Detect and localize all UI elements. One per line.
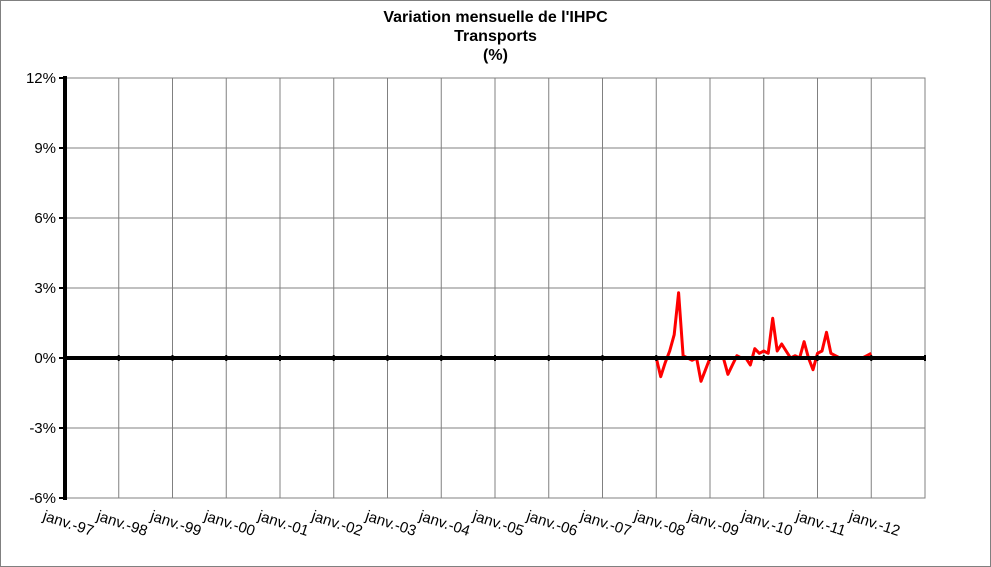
y-tick-label: -3% [29,420,56,437]
x-tick-label: janv.-08 [631,507,687,540]
x-tick-label: janv.-03 [362,507,418,540]
x-tick-label: janv.-11 [793,507,848,539]
y-tick-label: 9% [34,140,56,157]
x-tick-label: janv.-04 [416,507,472,540]
x-tick-label: janv.-06 [524,507,580,540]
x-tick-label: janv.-98 [94,507,150,540]
chart-titles: Variation mensuelle de l'IHPC Transports… [0,8,991,65]
y-tick-label: 6% [34,210,56,227]
x-axis-labels: janv.-97janv.-98janv.-99janv.-00janv.-01… [40,507,902,540]
series-line [495,291,873,383]
x-tick-label: janv.-09 [685,507,741,540]
x-tick-label: janv.-10 [739,507,795,540]
series-layer [495,291,873,383]
chart-subtitle: Transports [454,28,537,45]
y-tick-label: 3% [34,280,56,297]
y-axis-labels: 12% 9% 6% 3% 0% -3% -6% [26,70,56,507]
y-tick-label: 0% [34,350,56,367]
y-tick-label: -6% [29,490,56,507]
x-tick-label: janv.-99 [147,507,203,540]
x-tick-label: janv.-02 [309,507,365,540]
y-tick-label: 12% [26,70,56,87]
x-tick-label: janv.-05 [470,507,526,540]
chart-unit-label: (%) [483,47,508,64]
x-tick-label: janv.-97 [40,507,96,540]
axes [59,76,926,500]
x-tick-label: janv.-12 [846,507,902,540]
x-tick-label: janv.-00 [201,507,257,540]
x-tick-label: janv.-07 [577,507,633,540]
x-tick-label: janv.-01 [255,507,311,540]
chart-title: Variation mensuelle de l'IHPC [383,9,608,26]
